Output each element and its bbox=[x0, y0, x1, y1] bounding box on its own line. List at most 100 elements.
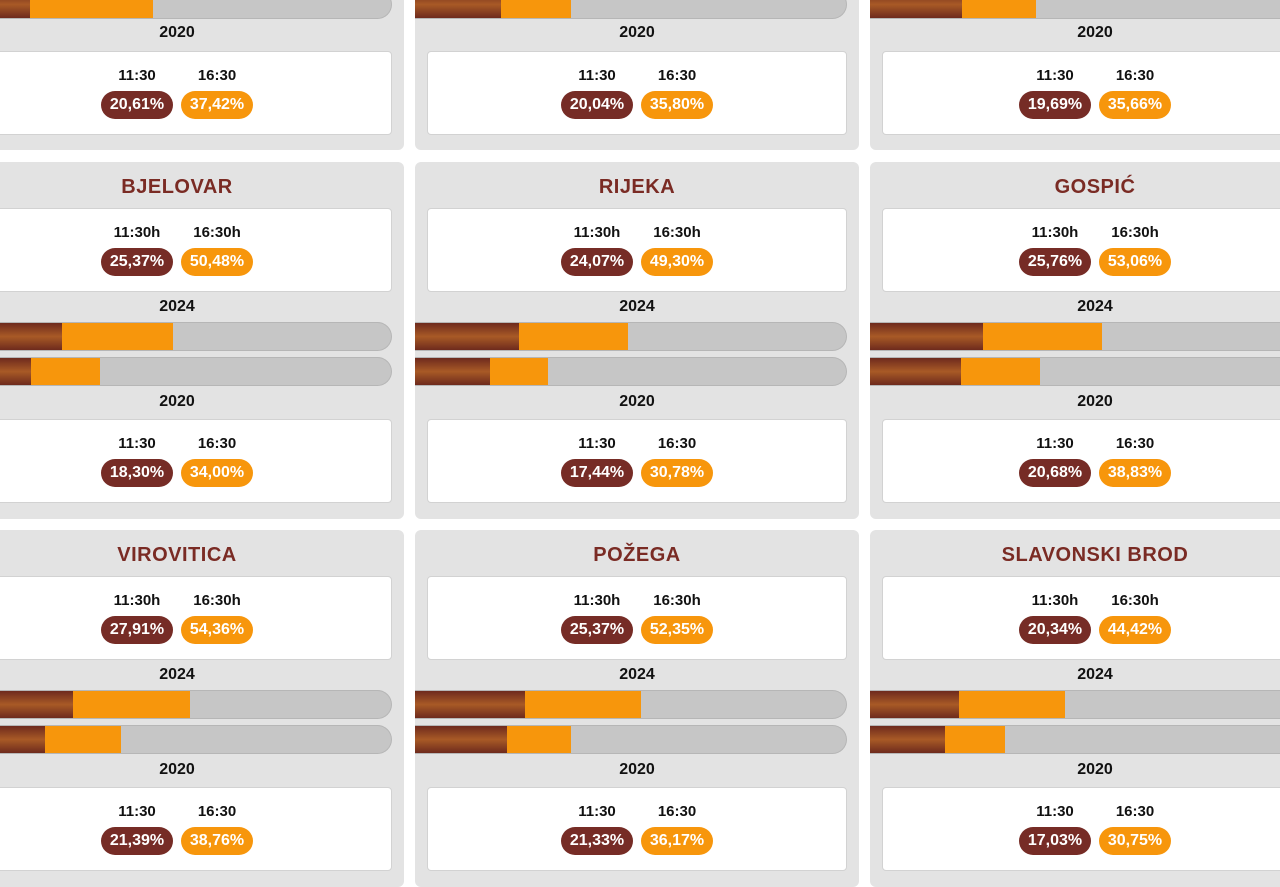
turnout-box: 11:30 16:30 20,04% 35,80% bbox=[427, 51, 847, 135]
turnout-values: 20,61% 37,42% bbox=[0, 91, 391, 119]
turnout-pill-1130: 21,39% bbox=[101, 827, 173, 855]
time-label-1130: 11:30 bbox=[1036, 67, 1074, 84]
turnout-values: 25,37% 50,48% bbox=[0, 248, 391, 276]
turnout-values: 21,39% 38,76% bbox=[0, 827, 391, 855]
time-label-1130: 11:30h bbox=[113, 592, 161, 609]
turnout-values: 25,37% 52,35% bbox=[428, 616, 846, 644]
turnout-box: 11:30 16:30 17,03% 30,75% bbox=[882, 787, 1280, 871]
city-card: 2020 11:30 16:30 20,61% 37,42% bbox=[0, 0, 404, 150]
time-label-1130: 11:30 bbox=[578, 67, 616, 84]
turnout-values: 20,68% 38,83% bbox=[883, 459, 1280, 487]
city-name: GOSPIĆ bbox=[1054, 176, 1136, 198]
bar-segment-1130 bbox=[870, 691, 960, 718]
year-label-2024: 2024 bbox=[1077, 298, 1113, 315]
turnout-bar-2020 bbox=[415, 357, 847, 386]
bar-segment-1130 bbox=[415, 691, 525, 718]
city-card: 2020 11:30 16:30 19,69% 35,66% bbox=[870, 0, 1280, 150]
turnout-values: 20,04% 35,80% bbox=[428, 91, 846, 119]
bar-segment-1130 bbox=[870, 726, 945, 753]
city-card: BJELOVAR 11:30h 16:30h 25,37% 50,48% 2024 2020… bbox=[0, 162, 404, 519]
bar-segment-1630 bbox=[960, 358, 1041, 385]
turnout-values: 17,03% 30,75% bbox=[883, 827, 1280, 855]
turnout-values: 17,44% 30,78% bbox=[428, 459, 846, 487]
time-labels: 11:30 16:30 bbox=[0, 803, 391, 820]
turnout-bar-2020 bbox=[870, 0, 1280, 19]
time-label-1630: 16:30 bbox=[1115, 803, 1155, 820]
bar-segment-1130 bbox=[0, 726, 45, 753]
time-label-1130: 11:30 bbox=[578, 803, 616, 820]
year-label-2020: 2020 bbox=[159, 393, 195, 410]
time-label-1130: 11:30h bbox=[573, 592, 621, 609]
turnout-box: 11:30 16:30 20,68% 38,83% bbox=[882, 419, 1280, 503]
time-label-1130: 11:30h bbox=[1031, 224, 1079, 241]
year-label-2024: 2024 bbox=[1077, 666, 1113, 683]
turnout-pill-1130: 17,03% bbox=[1019, 827, 1091, 855]
bar-segment-1630 bbox=[507, 726, 572, 753]
turnout-bar-2024 bbox=[0, 322, 392, 351]
turnout-pill-1630: 50,48% bbox=[181, 248, 253, 276]
turnout-pill-1630: 38,83% bbox=[1099, 459, 1171, 487]
bar-segment-1130 bbox=[0, 691, 74, 718]
turnout-pill-1630: 44,42% bbox=[1099, 616, 1171, 644]
turnout-bar-2024 bbox=[415, 690, 847, 719]
time-label-1630: 16:30h bbox=[1111, 224, 1159, 241]
turnout-pill-1630: 37,42% bbox=[181, 91, 253, 119]
city-card: GOSPIĆ 11:30h 16:30h 25,76% 53,06% 2024 2020 11… bbox=[870, 162, 1280, 519]
time-labels: 11:30 16:30 bbox=[883, 435, 1280, 452]
turnout-values: 24,07% 49,30% bbox=[428, 248, 846, 276]
turnout-pill-1130: 20,04% bbox=[561, 91, 633, 119]
bar-segment-1130 bbox=[870, 0, 962, 18]
bar-segment-1630 bbox=[501, 0, 571, 18]
turnout-pill-1130: 25,37% bbox=[101, 248, 173, 276]
city-name: RIJEKA bbox=[598, 176, 676, 198]
turnout-bar-2020 bbox=[0, 357, 392, 386]
city-name: POŽEGA bbox=[593, 544, 681, 566]
time-labels: 11:30 16:30 bbox=[883, 803, 1280, 820]
turnout-box: 11:30h 16:30h 20,34% 44,42% bbox=[882, 576, 1280, 660]
time-labels: 11:30 16:30 bbox=[428, 803, 846, 820]
turnout-box: 11:30h 16:30h 25,37% 52,35% bbox=[427, 576, 847, 660]
bar-segment-1130 bbox=[870, 358, 961, 385]
time-label-1630: 16:30h bbox=[653, 592, 701, 609]
turnout-pill-1130: 25,37% bbox=[561, 616, 633, 644]
turnout-box: 11:30 16:30 20,61% 37,42% bbox=[0, 51, 392, 135]
city-card: VIROVITICA 11:30h 16:30h 27,91% 54,36% 2024 20… bbox=[0, 530, 404, 887]
turnout-values: 25,76% 53,06% bbox=[883, 248, 1280, 276]
turnout-bar-2024 bbox=[870, 690, 1280, 719]
time-labels: 11:30h 16:30h bbox=[428, 224, 846, 241]
turnout-pill-1630: 35,66% bbox=[1099, 91, 1171, 119]
bar-segment-1630 bbox=[30, 358, 101, 385]
year-label-2020: 2020 bbox=[1077, 393, 1113, 410]
turnout-pill-1130: 20,34% bbox=[1019, 616, 1091, 644]
time-label-1630: 16:30 bbox=[657, 67, 697, 84]
year-label-2024: 2024 bbox=[619, 666, 655, 683]
turnout-pill-1630: 52,35% bbox=[641, 616, 713, 644]
time-label-1130: 11:30 bbox=[1036, 803, 1074, 820]
time-label-1630: 16:30h bbox=[193, 224, 241, 241]
turnout-values: 18,30% 34,00% bbox=[0, 459, 391, 487]
turnout-box: 11:30 16:30 21,39% 38,76% bbox=[0, 787, 392, 871]
bar-segment-1630 bbox=[73, 691, 191, 718]
turnout-pill-1130: 19,69% bbox=[1019, 91, 1091, 119]
bar-segment-1630 bbox=[524, 691, 642, 718]
bar-segment-1130 bbox=[415, 0, 502, 18]
city-name: BJELOVAR bbox=[121, 176, 233, 198]
city-card: 2020 11:30 16:30 20,04% 35,80% bbox=[415, 0, 859, 150]
year-label-2024: 2024 bbox=[159, 666, 195, 683]
turnout-box: 11:30h 16:30h 24,07% 49,30% bbox=[427, 208, 847, 292]
time-label-1630: 16:30 bbox=[1115, 67, 1155, 84]
bar-segment-1630 bbox=[518, 323, 628, 350]
turnout-values: 20,34% 44,42% bbox=[883, 616, 1280, 644]
city-name: VIROVITICA bbox=[117, 544, 237, 566]
time-label-1130: 11:30 bbox=[118, 435, 156, 452]
turnout-bar-2020 bbox=[870, 725, 1280, 754]
time-labels: 11:30 16:30 bbox=[883, 67, 1280, 84]
year-label-2020: 2020 bbox=[619, 24, 655, 41]
turnout-bar-2020 bbox=[870, 357, 1280, 386]
turnout-box: 11:30 16:30 17,44% 30,78% bbox=[427, 419, 847, 503]
city-card: RIJEKA 11:30h 16:30h 24,07% 49,30% 2024 2020 11… bbox=[415, 162, 859, 519]
turnout-bar-2024 bbox=[0, 690, 392, 719]
turnout-pill-1630: 30,75% bbox=[1099, 827, 1171, 855]
time-labels: 11:30 16:30 bbox=[0, 435, 391, 452]
year-label-2020: 2020 bbox=[159, 24, 195, 41]
